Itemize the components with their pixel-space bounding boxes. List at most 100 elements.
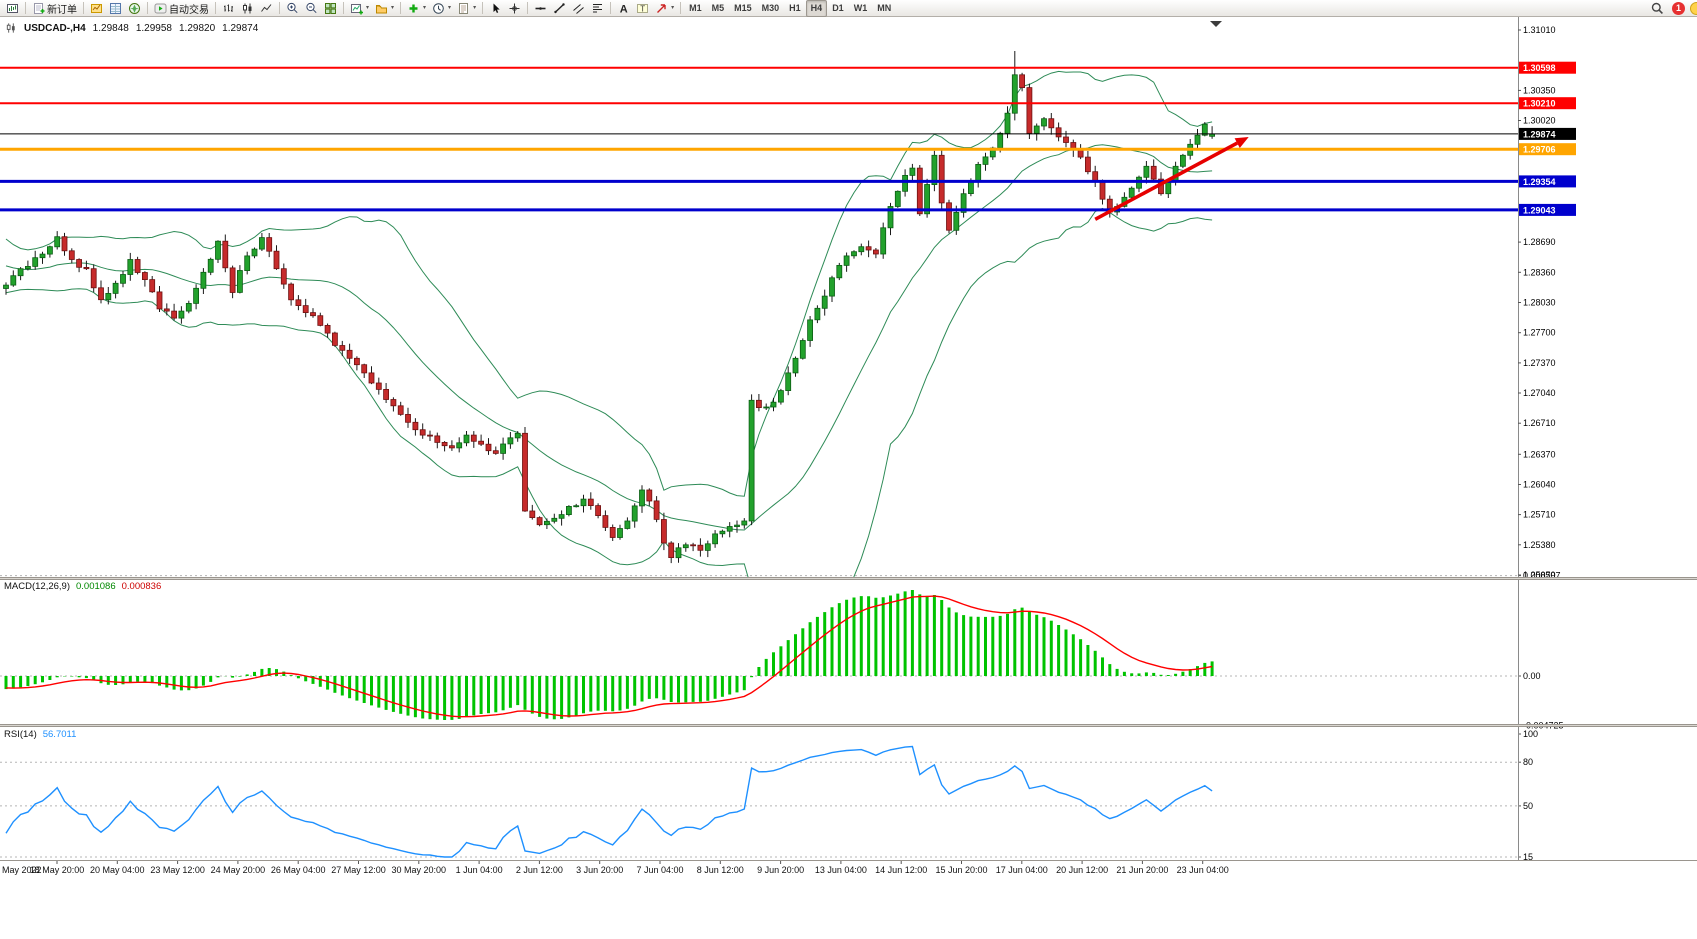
search-button[interactable] (1648, 0, 1667, 17)
main-toolbar: 新订单 自动交易 ▾ ▾ ▾ ▾ ▾ A T ▾ M1 M5 M15 M30 H1 H4 D1 W1 MN 1 (0, 0, 1697, 17)
navigator-button[interactable] (125, 0, 144, 17)
close-value: 1.29874 (222, 22, 259, 34)
market-watch-button[interactable] (87, 0, 106, 17)
equidistant-channel-icon (573, 3, 584, 14)
panel-separator[interactable] (0, 577, 1697, 580)
panel-separator[interactable] (0, 724, 1697, 727)
timeframe-h4-button[interactable]: H4 (805, 0, 828, 17)
autotrading-button-label: 自动交易 (169, 4, 209, 16)
candlesticks (3, 51, 1215, 564)
svg-text:23 Jun 04:00: 23 Jun 04:00 (1177, 865, 1229, 875)
zoom-out-icon (306, 2, 317, 13)
dropdown-caret-icon: ▾ (391, 5, 395, 11)
fibonacci-icon (593, 3, 603, 12)
indicators-icon (409, 4, 418, 12)
timeframe-w1-button[interactable]: W1 (853, 3, 868, 13)
trendline-button[interactable] (550, 0, 569, 17)
bollinger-bands (5, 70, 1213, 577)
trend-arrow[interactable] (1094, 137, 1249, 221)
periods-button[interactable]: ▾ (429, 0, 454, 17)
templates-button[interactable]: ▾ (454, 0, 479, 17)
arrows-button[interactable]: ▾ (652, 0, 677, 17)
timeframe-d1-button[interactable]: D1 (832, 3, 844, 13)
chart-shift-marker[interactable] (1210, 21, 1222, 27)
chart-window-icon (7, 3, 18, 13)
horizontal-line-icon (535, 6, 546, 10)
text-icon: A (620, 3, 628, 15)
bar-chart-button[interactable] (219, 0, 238, 17)
timeframe-h1-button[interactable]: H1 (789, 3, 801, 13)
zoom-in-icon (287, 2, 298, 13)
candlestick-chart-button[interactable] (238, 0, 257, 17)
high-value: 1.29958 (135, 22, 172, 34)
macd-header: MACD(12,26,9) 0.001086 0.000836 (4, 581, 161, 592)
toolbar-separator (400, 2, 402, 14)
svg-text:26 May 04:00: 26 May 04:00 (271, 865, 326, 875)
rsi-line (5, 745, 1213, 858)
svg-text:50: 50 (1523, 801, 1533, 811)
rsi-header: RSI(14) 56.7011 (4, 729, 76, 740)
new-order-button[interactable]: 新订单 (29, 0, 80, 17)
toolbar-separator (343, 2, 344, 14)
rsi-value: 56.7011 (42, 729, 77, 740)
svg-text:0.00: 0.00 (1523, 671, 1541, 681)
new-chart-button[interactable]: ▾ (347, 0, 372, 17)
macd-main-value: 0.001086 (76, 581, 116, 592)
autotrading-icon (154, 3, 167, 13)
svg-text:1.30020: 1.30020 (1523, 116, 1556, 126)
toolbar-separator (527, 2, 529, 14)
text-label-button[interactable]: T (633, 0, 652, 17)
chart-ohlc-header: USDCAD-,H4 1.29848 1.29958 1.29820 1.298… (5, 22, 258, 34)
svg-text:3 Jun 20:00: 3 Jun 20:00 (576, 865, 623, 875)
svg-text:8 Jun 12:00: 8 Jun 12:00 (697, 865, 744, 875)
cursor-button[interactable] (486, 0, 505, 17)
dropdown-caret-icon: ▾ (423, 5, 427, 11)
equidistant-channel-button[interactable] (569, 0, 588, 17)
data-window-button[interactable] (106, 0, 125, 17)
new-chart-icon (351, 3, 363, 14)
svg-text:1.31010: 1.31010 (1523, 25, 1556, 35)
indicators-button[interactable]: ▾ (404, 0, 429, 17)
line-chart-button[interactable] (257, 0, 276, 17)
price-badge-1.30210 (1519, 97, 1576, 110)
svg-text:1.29874: 1.29874 (1523, 129, 1556, 139)
autotrading-button[interactable]: 自动交易 (151, 0, 212, 17)
price-badge-1.29874 (1519, 127, 1576, 140)
timeframe-mn-button[interactable]: MN (877, 3, 892, 13)
open-value: 1.29848 (92, 22, 129, 34)
crosshair-button[interactable] (505, 0, 524, 17)
svg-text:1.26710: 1.26710 (1523, 418, 1556, 428)
svg-text:1.27370: 1.27370 (1523, 358, 1556, 368)
horizontal-line-button[interactable] (531, 0, 550, 17)
timeframe-m5-button[interactable]: M5 (711, 3, 725, 13)
timeframe-m15-button[interactable]: M15 (734, 3, 752, 13)
svg-text:20 Jun 12:00: 20 Jun 12:00 (1056, 865, 1108, 875)
profiles-button[interactable]: ▾ (372, 0, 397, 17)
macd-signal-line (5, 595, 1213, 718)
notification-badge[interactable]: 1 (1672, 1, 1685, 15)
fibonacci-button[interactable] (588, 0, 607, 17)
chart-window-button[interactable] (3, 0, 22, 17)
zoom-in-button[interactable] (283, 0, 302, 17)
toolbar-separator (680, 2, 682, 14)
svg-text:13 Jun 04:00: 13 Jun 04:00 (815, 865, 867, 875)
svg-text:15: 15 (1523, 852, 1533, 862)
price-badge-1.30598 (1519, 61, 1576, 74)
dropdown-caret-icon: ▾ (448, 5, 452, 11)
market-watch-icon (91, 3, 102, 13)
search-icon (1651, 2, 1663, 14)
new-order-icon (34, 2, 45, 14)
tile-windows-button[interactable] (321, 0, 340, 17)
new-order-button-label: 新订单 (47, 4, 77, 16)
timeframe-m30-button[interactable]: M30 (761, 3, 780, 13)
templates-icon (459, 2, 469, 14)
rsi-panel-content (0, 745, 1518, 858)
zoom-out-button[interactable] (302, 0, 321, 17)
svg-text:1.25380: 1.25380 (1523, 540, 1556, 550)
timeframe-m1-button[interactable]: M1 (689, 3, 702, 13)
svg-text:1.26040: 1.26040 (1523, 479, 1556, 489)
svg-text:27 May 12:00: 27 May 12:00 (331, 865, 386, 875)
svg-text:1 Jun 04:00: 1 Jun 04:00 (456, 865, 503, 875)
text-button[interactable]: A (614, 0, 633, 17)
